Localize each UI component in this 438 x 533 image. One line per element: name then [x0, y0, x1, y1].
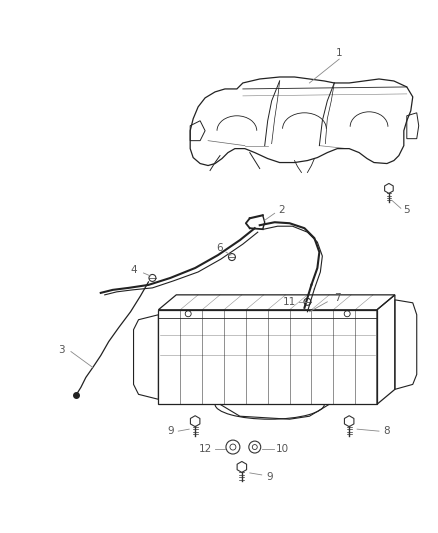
- Circle shape: [229, 254, 235, 261]
- Text: 4: 4: [130, 265, 137, 275]
- Text: 6: 6: [217, 243, 223, 253]
- Text: 8: 8: [384, 426, 390, 436]
- Text: 11: 11: [283, 297, 296, 307]
- Polygon shape: [237, 462, 247, 472]
- Text: 9: 9: [167, 426, 173, 436]
- Text: 7: 7: [334, 293, 341, 303]
- Text: 3: 3: [58, 344, 64, 354]
- Polygon shape: [344, 416, 354, 426]
- Text: 2: 2: [278, 205, 285, 215]
- Text: 12: 12: [198, 444, 212, 454]
- Circle shape: [249, 441, 261, 453]
- Circle shape: [149, 274, 156, 281]
- Circle shape: [230, 444, 236, 450]
- Text: 10: 10: [276, 444, 289, 454]
- Polygon shape: [385, 183, 393, 193]
- Text: 9: 9: [266, 472, 273, 482]
- Circle shape: [304, 298, 311, 305]
- Circle shape: [226, 440, 240, 454]
- Text: 1: 1: [336, 48, 343, 58]
- Circle shape: [252, 445, 257, 449]
- Polygon shape: [191, 416, 200, 426]
- Text: 5: 5: [403, 205, 410, 215]
